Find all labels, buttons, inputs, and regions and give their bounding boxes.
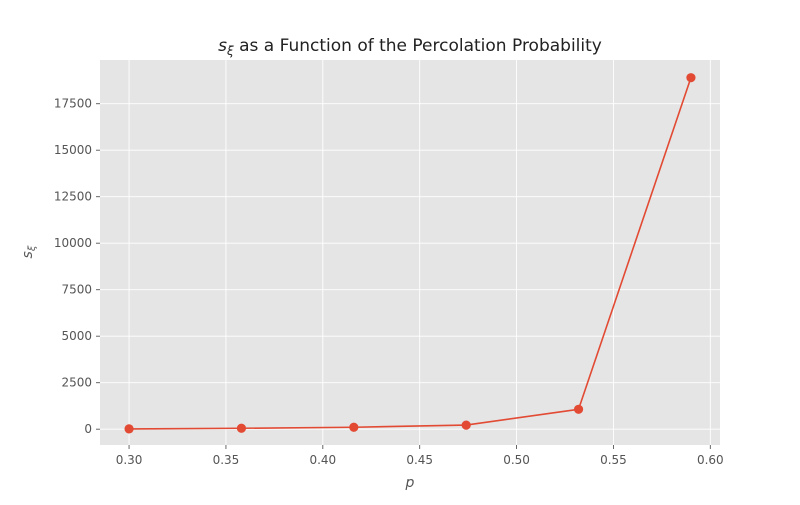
x-tick-label: 0.60 xyxy=(697,453,724,467)
y-tick-label: 10000 xyxy=(54,236,92,250)
y-tick-label: 15000 xyxy=(54,143,92,157)
axis-ticks: 0.30 0.35 0.40 0.45 0.50 0.55 0.60 0 2500 5000 750… xyxy=(54,97,724,467)
series-layer xyxy=(124,73,696,434)
data-point xyxy=(124,424,134,434)
y-tick-label: 12500 xyxy=(54,190,92,204)
y-axis-label: sξ xyxy=(20,245,38,258)
y-axis-label-group: sξ xyxy=(20,245,38,258)
grid-lines xyxy=(100,60,720,445)
x-tick-label: 0.55 xyxy=(600,453,627,467)
x-tick-label: 0.30 xyxy=(116,453,143,467)
chart-title-subscript: ξ xyxy=(226,44,234,58)
chart-title-rest: as a Function of the Percolation Probabi… xyxy=(234,36,602,56)
y-tick-label: 5000 xyxy=(61,329,92,343)
y-tick-label: 2500 xyxy=(61,376,92,390)
data-point xyxy=(686,73,696,83)
x-tick-label: 0.50 xyxy=(503,453,530,467)
data-point xyxy=(573,404,584,414)
x-axis-label: p xyxy=(405,475,415,491)
plot-area xyxy=(100,60,720,445)
y-tick-label: 7500 xyxy=(61,283,92,297)
y-axis-label-subscript: ξ xyxy=(27,245,38,252)
chart-title: sξ as a Function of the Percolation Prob… xyxy=(218,36,602,58)
x-tick-label: 0.45 xyxy=(406,453,433,467)
data-point xyxy=(236,423,247,433)
chart-title-symbol: s xyxy=(218,36,227,56)
series-line xyxy=(129,77,692,430)
y-tick-label: 17500 xyxy=(54,97,92,111)
y-tick-label: 0 xyxy=(84,422,92,436)
data-point xyxy=(349,422,359,432)
x-tick-label: 0.40 xyxy=(309,453,336,467)
x-tick-label: 0.35 xyxy=(213,453,240,467)
y-axis-label-symbol: s xyxy=(20,251,36,258)
data-point xyxy=(461,420,471,430)
